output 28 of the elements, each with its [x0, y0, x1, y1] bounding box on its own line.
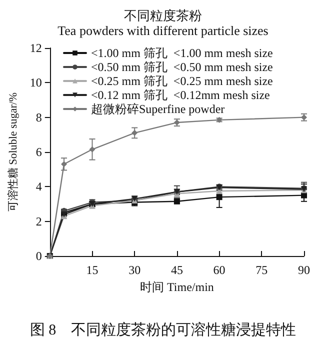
x-tick-label: 45	[170, 263, 183, 277]
point	[89, 146, 96, 152]
point	[216, 194, 222, 200]
x-tick-label: 30	[128, 263, 141, 277]
x-tick-label: 15	[86, 263, 98, 277]
legend-title: Tea powders with different particle sizes	[58, 23, 268, 38]
y-tick-label: 10	[30, 76, 42, 90]
legend-label: <0.12 mm 筛孔 <0.12mm mesh size	[91, 88, 270, 102]
point	[132, 130, 138, 136]
x-tick-label: 90	[298, 263, 310, 277]
chart-title: 不同粒度茶粉	[124, 8, 202, 23]
x-tick-label: 60	[213, 263, 226, 277]
x-tick-label: 75	[256, 263, 268, 277]
y-axis-title: 可溶性糖 Soluble sugar/%	[6, 92, 20, 212]
y-tick-label: 0	[36, 249, 42, 263]
y-tick-label: 4	[36, 180, 42, 194]
legend-label: <1.00 mm 筛孔 <1.00 mm mesh size	[91, 46, 273, 60]
y-tick-label: 8	[36, 110, 42, 124]
legend-label: 超微粉碎Superfine powder	[91, 102, 225, 116]
x-axis-title: 时间 Time/min	[140, 280, 214, 294]
point	[61, 161, 68, 168]
legend-label: <0.25 mm 筛孔 <0.25 mm mesh size	[91, 74, 273, 88]
y-tick-label: 12	[30, 41, 42, 55]
point	[301, 192, 307, 198]
y-tick-label: 2	[36, 214, 42, 228]
legend-label: <0.50 mm 筛孔 <0.50 mm mesh size	[91, 60, 273, 74]
y-tick-label: 6	[36, 145, 42, 159]
caption: 图 8 不同粒度茶粉的可溶性糖浸提特性	[30, 322, 296, 338]
